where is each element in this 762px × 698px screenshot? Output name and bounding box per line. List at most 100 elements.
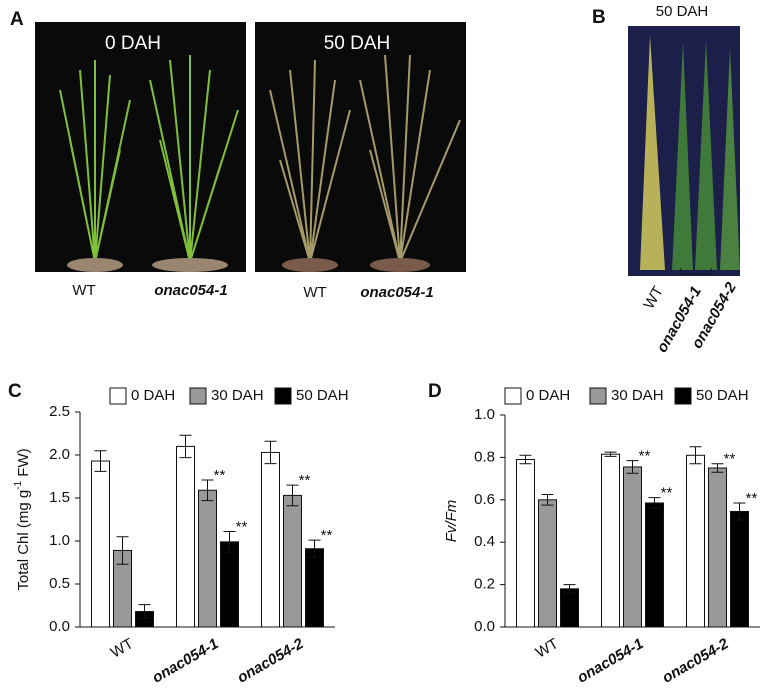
error-bar — [648, 497, 661, 509]
error-bar — [138, 604, 151, 619]
error-bar — [626, 460, 639, 474]
pot — [152, 258, 228, 272]
legend-swatch — [674, 387, 692, 405]
pot — [282, 258, 338, 272]
x-tick-label: onac054-2 — [659, 635, 732, 687]
leaf-illustration — [640, 35, 740, 270]
plant-illustration — [269, 54, 461, 263]
bar — [601, 453, 620, 628]
legend-label: 30 DAH — [611, 387, 664, 404]
y-axis-label: Total Chl (mg g-1 FW) — [13, 448, 32, 590]
bar — [730, 510, 749, 628]
error-bar — [116, 536, 129, 565]
bar — [91, 460, 110, 628]
legend-swatch — [189, 387, 207, 405]
error-bar — [689, 446, 702, 465]
y-tick-label: 0.0 — [49, 618, 70, 635]
significance-mark: ** — [746, 490, 758, 507]
y-tick-label: 0.2 — [474, 576, 495, 593]
x-tick-label: onac054-1 — [574, 635, 646, 686]
error-bar — [563, 584, 576, 594]
bar — [198, 489, 217, 628]
y-tick-label: 0.8 — [474, 448, 495, 465]
legend-label: 30 DAH — [211, 387, 264, 404]
photo-title: 0 DAH — [105, 33, 161, 54]
panel-label: C — [8, 381, 22, 402]
y-tick-label: 0.0 — [474, 618, 495, 635]
y-tick-label: 2.5 — [49, 403, 70, 420]
y-tick-label: 0.6 — [474, 491, 495, 508]
y-axis-label-part: Fv/Fm — [443, 500, 460, 543]
legend-swatch — [274, 387, 292, 405]
y-axis-label: Fv/Fm — [443, 500, 460, 543]
x-tick-label: WT — [108, 635, 137, 661]
legend-swatch — [504, 387, 522, 405]
significance-mark: ** — [724, 451, 736, 468]
bar — [220, 541, 239, 628]
x-tick-label: WT — [533, 635, 562, 661]
error-bar — [541, 494, 554, 506]
error-bar — [308, 539, 321, 558]
significance-mark: ** — [214, 467, 226, 484]
panel-label: A — [10, 9, 24, 30]
y-tick-label: 1.0 — [49, 532, 70, 549]
panel-label: D — [428, 381, 442, 402]
plant-illustration — [59, 55, 239, 263]
legend-label: 50 DAH — [296, 387, 349, 404]
genotype-label: WT — [641, 283, 667, 312]
y-axis-label-part: FW) — [15, 448, 32, 480]
y-tick-label: 0.4 — [474, 533, 495, 550]
y-tick-label: 1.5 — [49, 489, 70, 506]
bar — [560, 588, 579, 628]
error-bar — [286, 484, 299, 507]
significance-mark: ** — [299, 472, 311, 489]
bar — [176, 445, 195, 628]
error-bar — [179, 434, 192, 459]
bar — [645, 502, 664, 628]
x-tick-label: onac054-1 — [149, 635, 221, 686]
pot — [370, 258, 430, 272]
photo-title: 50 DAH — [324, 33, 391, 54]
x-tick-label: onac054-2 — [234, 635, 307, 687]
bar — [686, 454, 705, 628]
photo — [35, 22, 246, 272]
panel-label: B — [592, 7, 606, 28]
legend-swatch — [589, 387, 607, 405]
bar — [305, 548, 324, 628]
pot — [67, 258, 123, 272]
bracket — [680, 268, 712, 275]
y-tick-label: 0.5 — [49, 575, 70, 592]
error-bar — [733, 502, 746, 521]
legend-label: 50 DAH — [696, 387, 749, 404]
y-axis-label-part: Total Chl (mg g — [15, 490, 32, 591]
y-tick-label: 2.0 — [49, 446, 70, 463]
photo-title: 50 DAH — [656, 3, 709, 20]
significance-mark: ** — [639, 448, 651, 465]
error-bar — [519, 454, 532, 465]
legend-label: 0 DAH — [131, 387, 175, 404]
bar — [283, 494, 302, 628]
error-bar — [711, 463, 724, 473]
y-axis-label-part: -1 — [13, 480, 24, 489]
genotype-label: WT — [72, 282, 95, 299]
bar — [261, 451, 280, 628]
photo — [255, 22, 466, 272]
significance-mark: ** — [661, 485, 673, 502]
error-bar — [264, 440, 277, 465]
y-tick-label: 1.0 — [474, 406, 495, 423]
genotype-label: WT — [303, 284, 326, 301]
bar — [516, 459, 535, 628]
legend-swatch — [109, 387, 127, 405]
error-bar — [201, 479, 214, 502]
significance-mark: ** — [321, 527, 333, 544]
bar — [708, 467, 727, 628]
error-bar — [223, 531, 236, 553]
significance-mark: ** — [236, 519, 248, 536]
error-bar — [94, 450, 107, 472]
bar — [538, 499, 557, 628]
bar — [623, 466, 642, 628]
genotype-label: onac054-1 — [154, 282, 227, 299]
legend-label: 0 DAH — [526, 387, 570, 404]
error-bar — [604, 451, 617, 457]
